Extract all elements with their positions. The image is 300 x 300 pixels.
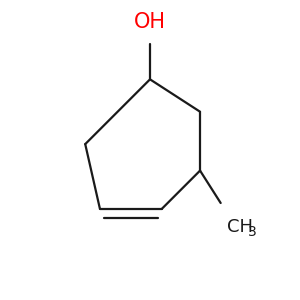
Text: CH: CH [226,218,253,236]
Text: 3: 3 [248,225,256,239]
Text: OH: OH [134,12,166,32]
